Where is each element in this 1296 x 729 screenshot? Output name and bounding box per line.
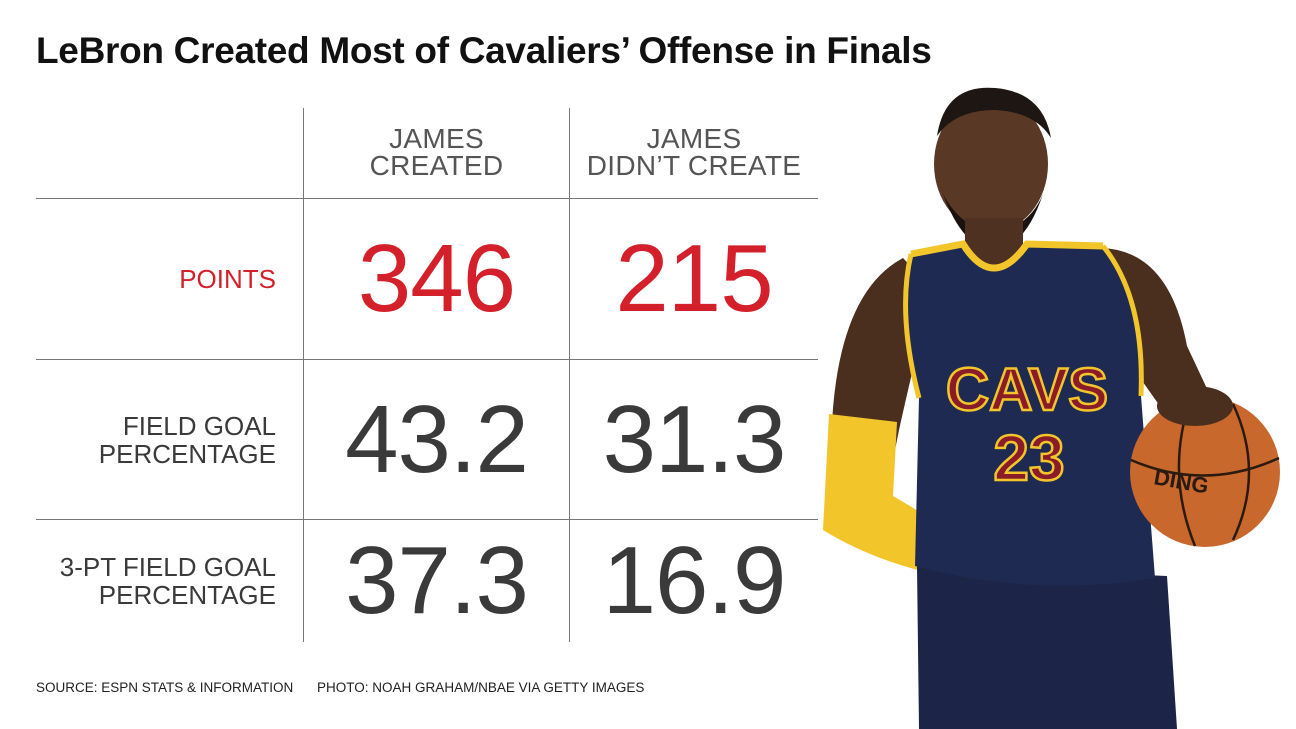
jersey-number: 23 <box>993 422 1064 494</box>
cell-fg-pct-not-created: 31.3 <box>602 385 787 493</box>
player-hair <box>937 87 1051 138</box>
chart-title: LeBron Created Most of Cavaliers’ Offens… <box>36 30 932 71</box>
player-head <box>934 96 1048 232</box>
row-divider <box>36 359 818 360</box>
cell-fg-pct-created: 43.2 <box>345 385 529 493</box>
row-label-3pt-field-goal-percentage: 3-PT FIELD GOAL PERCENTAGE <box>36 520 276 642</box>
footer-credits: SOURCE: ESPN STATS & INFORMATION PHOTO: … <box>36 680 644 695</box>
photo-credit: PHOTO: NOAH GRAHAM/NBAE VIA GETTY IMAGES <box>317 680 645 695</box>
row-divider <box>36 198 818 199</box>
basketball-player-photo: CAVS 23 DING <box>823 87 1280 729</box>
column-header-line: JAMES <box>646 123 742 154</box>
basketball <box>1130 397 1280 547</box>
cell-3pt-pct-not-created: 16.9 <box>602 527 787 634</box>
row-label-field-goal-percentage: FIELD GOAL PERCENTAGE <box>36 360 276 519</box>
column-divider <box>303 108 304 642</box>
jersey-trim <box>910 240 1104 272</box>
column-header-line: DIDN’T CREATE <box>586 150 802 181</box>
row-divider <box>36 519 818 520</box>
basketball-seam <box>1231 403 1251 541</box>
column-header-line: JAMES <box>389 123 484 154</box>
player-jersey <box>905 244 1155 586</box>
row-label-line: FIELD GOAL <box>122 410 276 441</box>
column-header-james-didnt-create: JAMES DIDN’T CREATE <box>570 108 818 196</box>
row-label-line: PERCENTAGE <box>98 438 276 469</box>
row-label-line: POINTS <box>179 264 276 294</box>
cell-points-not-created: 215 <box>615 225 773 332</box>
jersey-lettering: CAVS <box>946 356 1108 423</box>
player-hand <box>1157 386 1233 426</box>
stats-table: JAMES CREATED JAMES DIDN’T CREATE POINTS… <box>36 108 818 642</box>
column-divider <box>569 108 570 642</box>
basketball-seam <box>1130 456 1280 477</box>
column-header-line: CREATED <box>369 150 504 181</box>
row-label-line: 3-PT FIELD GOAL <box>59 552 276 582</box>
cell-points-created: 346 <box>357 225 516 332</box>
row-label-line: PERCENTAGE <box>98 580 276 610</box>
jersey-trim <box>903 253 922 399</box>
player-shorts <box>917 566 1177 729</box>
jersey-trim <box>1101 244 1144 397</box>
source-credit: SOURCE: ESPN STATS & INFORMATION <box>36 680 294 695</box>
cell-3pt-pct-created: 37.3 <box>345 527 529 634</box>
column-header-james-created: JAMES CREATED <box>304 108 569 196</box>
row-label-points: POINTS <box>36 199 276 359</box>
